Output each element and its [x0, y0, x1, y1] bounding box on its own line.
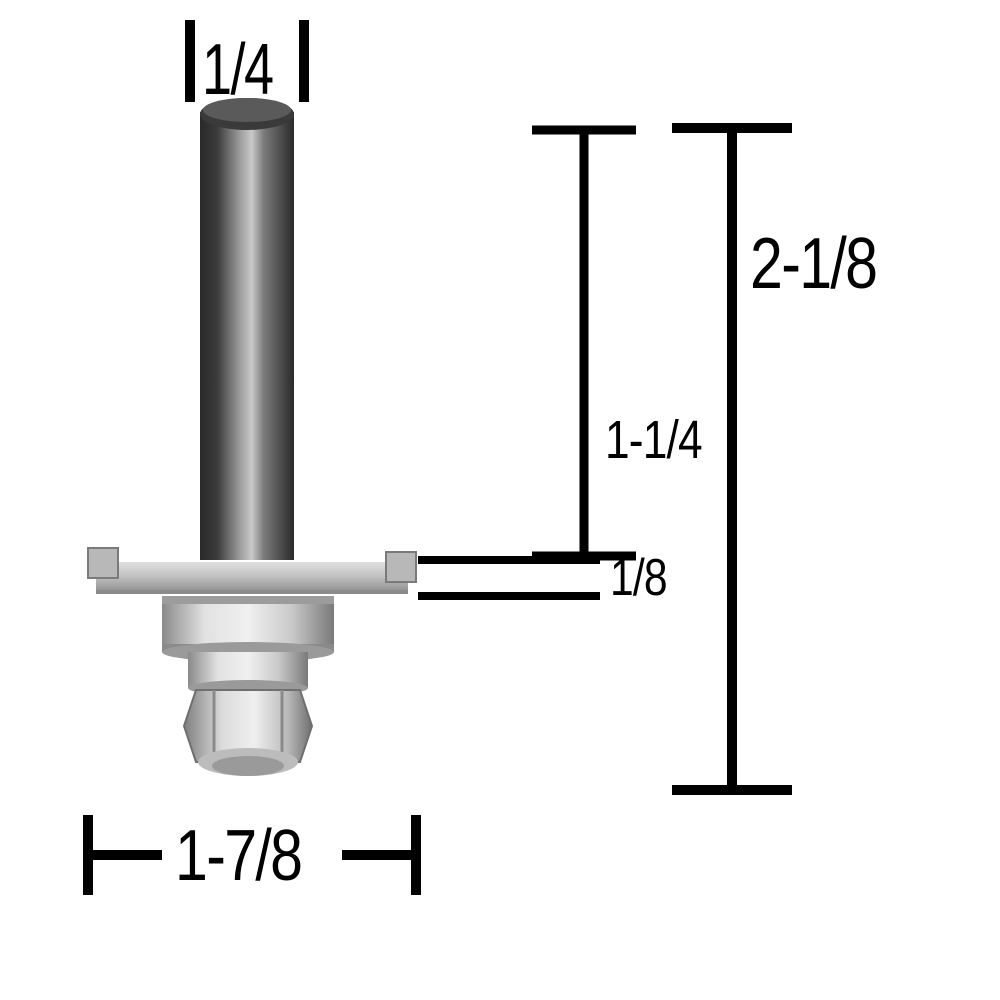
label-slot-height: 1/8 — [610, 552, 667, 604]
shank — [200, 98, 294, 560]
dim-slot-height — [418, 560, 600, 596]
router-bit — [88, 98, 416, 776]
diagram-stage: 1/4 2-1/8 1-1/4 1/8 1-7/8 — [0, 0, 1000, 1000]
label-overall-length: 2-1/8 — [750, 228, 876, 300]
diagram-svg — [0, 0, 1000, 1000]
dim-shank-length — [532, 130, 636, 556]
label-cut-dia: 1-7/8 — [175, 820, 301, 892]
hex-nut — [184, 690, 312, 776]
label-shank-dia: 1/4 — [202, 34, 273, 106]
label-shank-length: 1-1/4 — [605, 413, 702, 467]
